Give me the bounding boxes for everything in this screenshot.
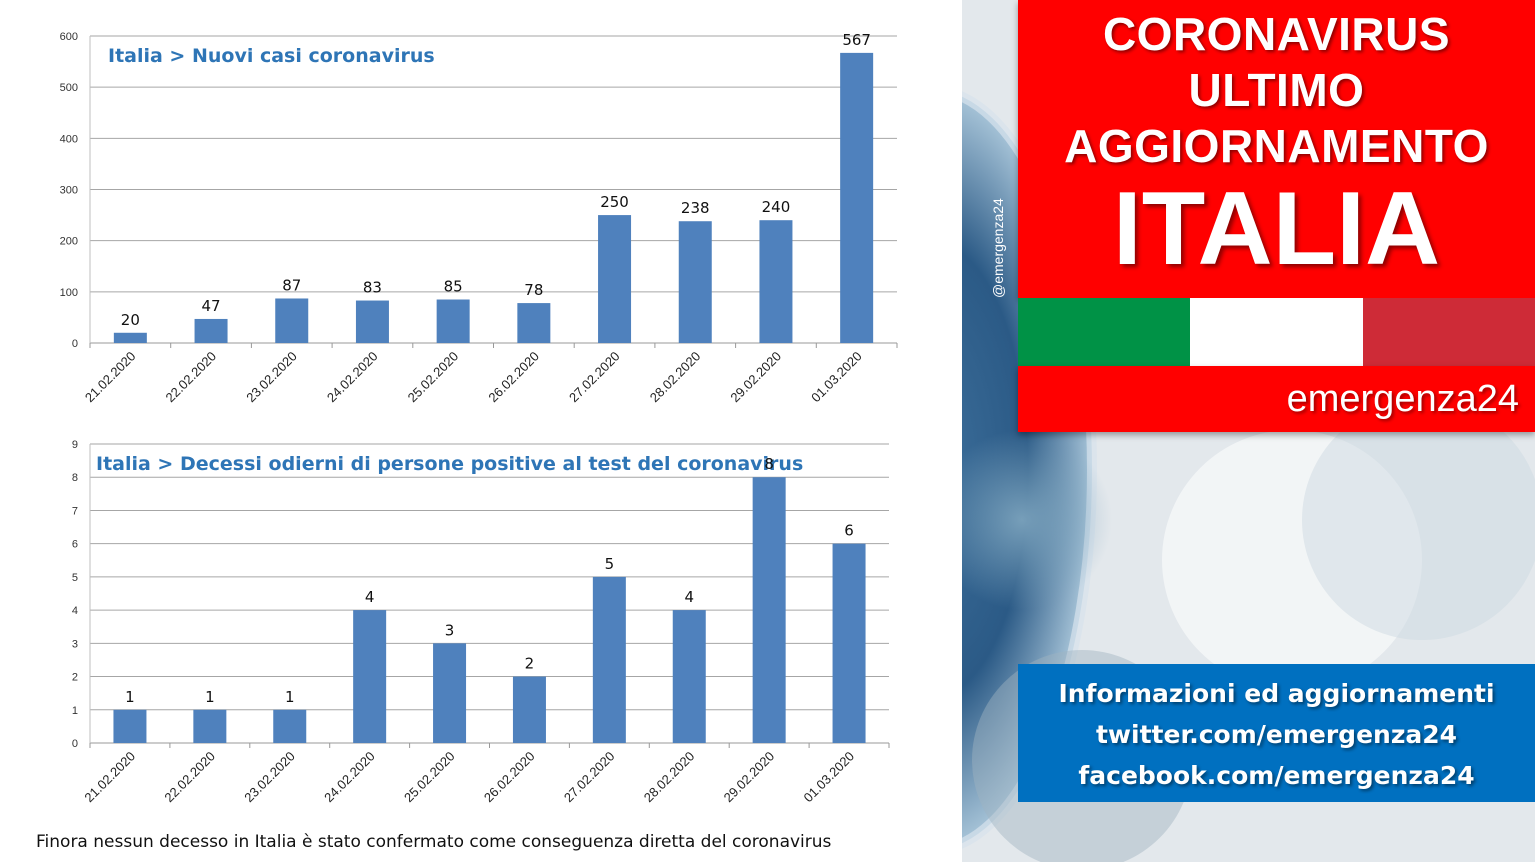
new-cases-data-label: 567	[842, 31, 871, 49]
deaths-bar	[832, 543, 866, 743]
new-cases-y-tick-label: 200	[60, 236, 78, 248]
deaths-y-tick-label: 5	[72, 572, 78, 584]
new-cases-y-tick-label: 300	[60, 185, 78, 197]
new-cases-y-tick-label: 100	[60, 287, 78, 299]
deaths-x-tick-label: 26.02.2020	[481, 749, 538, 806]
new-cases-data-label: 78	[524, 281, 543, 299]
deaths-x-tick-label: 28.02.2020	[641, 749, 698, 806]
new-cases-x-tick-label: 28.02.2020	[647, 349, 704, 406]
new-cases-x-tick-label: 21.02.2020	[82, 349, 139, 406]
new-cases-bar	[598, 215, 632, 343]
new-cases-data-label: 47	[202, 297, 221, 315]
deaths-y-tick-label: 4	[72, 605, 78, 617]
new-cases-x-tick-label: 27.02.2020	[566, 349, 623, 406]
deaths-data-label: 6	[844, 522, 854, 540]
new-cases-bar	[517, 303, 551, 343]
new-cases-x-tick-label: 29.02.2020	[727, 349, 784, 406]
new-cases-x-tick-label: 22.02.2020	[163, 349, 220, 406]
deaths-data-label: 1	[285, 688, 295, 706]
new-cases-y-tick-label: 400	[60, 133, 78, 145]
deaths-y-tick-label: 8	[72, 472, 78, 484]
deaths-y-tick-label: 9	[72, 439, 78, 451]
new-cases-data-label: 20	[121, 311, 140, 329]
charts-panel: Italia > Nuovi casi coronavirus 0 100 200 3…	[36, 30, 898, 852]
deaths-x-tick-label: 25.02.2020	[401, 749, 458, 806]
new-cases-data-label: 85	[444, 278, 463, 296]
deaths-data-label: 1	[205, 688, 215, 706]
deaths-data-label: 8	[764, 455, 774, 473]
deaths-bar	[752, 477, 786, 743]
new-cases-bar	[194, 318, 228, 343]
deaths-x-tick-label: 24.02.2020	[321, 749, 378, 806]
new-cases-bar	[113, 332, 147, 343]
new-cases-data-label: 250	[600, 193, 629, 211]
deaths-chart-title: Italia > Decessi odierni di persone posi…	[96, 453, 803, 475]
new-cases-data-label: 87	[282, 276, 301, 294]
new-cases-chart: Italia > Nuovi casi coronavirus 0 100 200 3…	[60, 31, 898, 406]
info-twitter-link[interactable]: twitter.com/emergenza24	[1095, 720, 1458, 749]
deaths-bar	[193, 709, 227, 743]
new-cases-x-tick-label: 26.02.2020	[485, 349, 542, 406]
new-cases-chart-title: Italia > Nuovi casi coronavirus	[108, 45, 435, 67]
deaths-data-label: 5	[605, 555, 615, 573]
deaths-x-tick-label: 29.02.2020	[721, 749, 778, 806]
headline-country: ITALIA	[1112, 171, 1441, 287]
headline-line-3: AGGIORNAMENTO	[1064, 120, 1489, 172]
deaths-y-tick-label: 7	[72, 505, 78, 517]
new-cases-y-tick-label: 600	[60, 31, 78, 43]
deaths-bar	[512, 676, 546, 743]
new-cases-bar	[759, 220, 793, 343]
flag-green-stripe	[1018, 298, 1191, 366]
new-cases-bar	[678, 221, 712, 343]
new-cases-data-label: 240	[762, 198, 791, 216]
info-box: Informazioni ed aggiornamenti twitter.co…	[1018, 664, 1535, 802]
info-line-1: Informazioni ed aggiornamenti	[1058, 679, 1495, 708]
deaths-bar	[672, 610, 706, 743]
deaths-data-label: 4	[684, 588, 694, 606]
deaths-bar	[113, 709, 147, 743]
headline-line-1: CORONAVIRUS	[1102, 8, 1451, 60]
deaths-x-tick-label: 27.02.2020	[561, 749, 618, 806]
flag-white-stripe	[1190, 298, 1363, 366]
deaths-y-tick-label: 3	[72, 638, 78, 650]
footnote: Finora nessun decesso in Italia è stato …	[36, 832, 832, 852]
new-cases-bar	[275, 298, 309, 343]
watermark-handle: @emergenza24	[990, 198, 1006, 298]
deaths-bar	[433, 643, 467, 743]
deaths-y-tick-label: 6	[72, 539, 78, 551]
deaths-x-tick-label: 01.03.2020	[801, 749, 858, 806]
deaths-y-tick-label: 0	[72, 738, 78, 750]
deaths-bar	[353, 610, 387, 743]
new-cases-data-label: 238	[681, 199, 710, 217]
deaths-data-label: 2	[525, 655, 535, 673]
deaths-chart: Italia > Decessi odierni di persone posi…	[72, 439, 890, 806]
brand-name: emergenza24	[1286, 378, 1519, 420]
new-cases-data-label: 83	[363, 279, 382, 297]
deaths-data-label: 3	[445, 621, 455, 639]
italian-flag	[1018, 298, 1535, 366]
new-cases-bar	[436, 299, 470, 343]
flag-red-stripe	[1362, 298, 1535, 366]
new-cases-y-tick-label: 500	[60, 82, 78, 94]
new-cases-bar	[355, 300, 389, 343]
deaths-x-tick-label: 22.02.2020	[161, 749, 218, 806]
new-cases-y-tick-label: 0	[72, 338, 78, 350]
new-cases-x-tick-label: 25.02.2020	[405, 349, 462, 406]
new-cases-x-tick-label: 01.03.2020	[808, 349, 865, 406]
deaths-bar	[592, 576, 626, 743]
deaths-bar	[273, 709, 307, 743]
new-cases-x-tick-label: 24.02.2020	[324, 349, 381, 406]
brand-bar: emergenza24	[1018, 366, 1535, 432]
deaths-y-tick-label: 1	[72, 705, 78, 717]
new-cases-bar	[840, 52, 874, 343]
deaths-data-label: 4	[365, 588, 375, 606]
headline-line-2: ULTIMO	[1188, 64, 1365, 116]
info-facebook-link[interactable]: facebook.com/emergenza24	[1078, 761, 1475, 790]
deaths-x-tick-label: 21.02.2020	[81, 749, 138, 806]
deaths-data-label: 1	[125, 688, 135, 706]
new-cases-x-tick-label: 23.02.2020	[243, 349, 300, 406]
headline-banner: CORONAVIRUS ULTIMO AGGIORNAMENTO ITALIA	[1018, 0, 1535, 298]
deaths-y-tick-label: 2	[72, 672, 78, 684]
deaths-x-tick-label: 23.02.2020	[241, 749, 298, 806]
